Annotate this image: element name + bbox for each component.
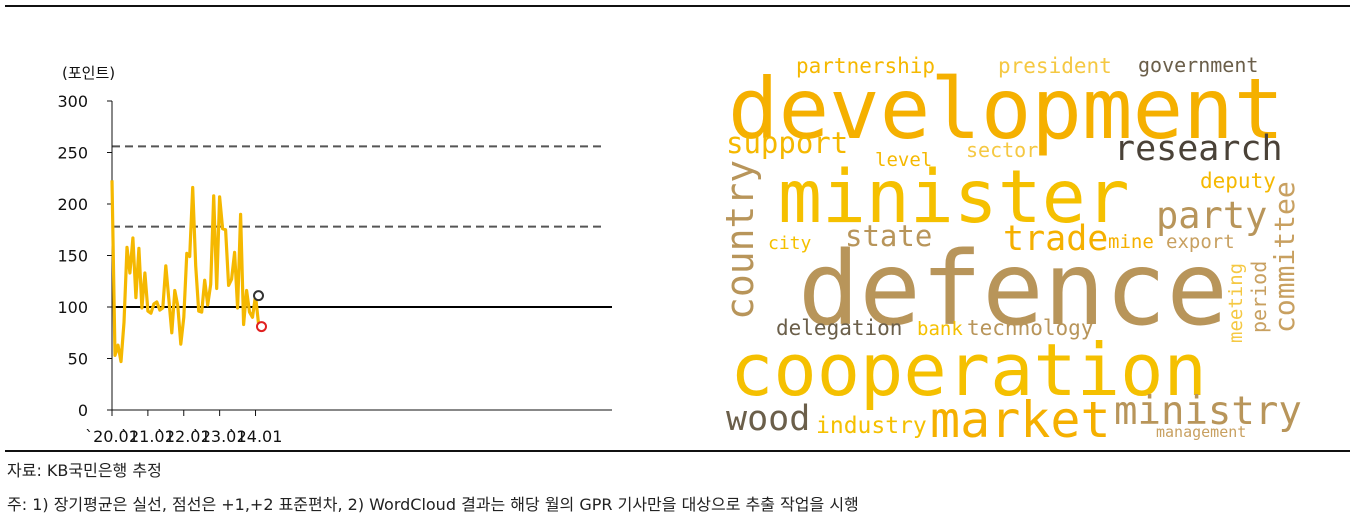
highlight-marker [253, 290, 265, 302]
word-sector: sector [966, 138, 1038, 162]
y-tick-label: 50 [68, 350, 88, 369]
y-tick-label: 150 [57, 247, 88, 266]
y-tick-label: 200 [57, 195, 88, 214]
word-cloud: partnership president governmentdevelopmen… [718, 53, 1302, 445]
word-ministry: ministry [1114, 389, 1302, 434]
top-rule [5, 5, 1350, 7]
word-state: state [845, 219, 932, 253]
word-delegation: delegation [776, 316, 902, 340]
word-minister: minister [778, 155, 1130, 240]
word-management: management [1156, 423, 1246, 441]
x-tick-label: `21.01 [121, 427, 175, 446]
word-partnership: partnership [796, 54, 935, 78]
word-trade: trade [1003, 219, 1108, 259]
x-tick-label: `24.01 [229, 427, 283, 446]
word-development: development [728, 60, 1284, 158]
y-unit-label: (포인트) [62, 64, 115, 82]
word-support: support [726, 126, 848, 160]
word-committee: committee [1268, 181, 1301, 333]
word-research: research [1114, 129, 1283, 169]
y-tick-label: 100 [57, 298, 88, 317]
word-president: president [998, 54, 1112, 78]
word-country: country [718, 160, 762, 320]
word-deputy: deputy [1200, 169, 1276, 193]
word-wood: wood [726, 399, 810, 439]
footnote-text: 주: 1) 장기평균은 실선, 점선은 +1,+2 표준편차, 2) WordC… [7, 495, 859, 514]
word-period: period [1247, 261, 1271, 333]
word-cooperation: cooperation [730, 328, 1207, 412]
x-tick-label: `20.01 [85, 427, 139, 446]
x-tick-label: `22.01 [157, 427, 211, 446]
marker-group [253, 290, 267, 333]
word-industry: industry [816, 413, 927, 439]
word-technology: technology [967, 316, 1093, 340]
word-export: export [1166, 231, 1235, 253]
word-party: party [1156, 194, 1267, 237]
word-bank: bank [917, 318, 963, 340]
y-tick-label: 0 [78, 401, 88, 420]
bottom-rule [5, 450, 1350, 452]
highlight-marker [256, 321, 267, 333]
word-city: city [768, 233, 812, 254]
source-text: 자료: KB국민은행 추정 [7, 461, 162, 480]
word-mine: mine [1108, 231, 1154, 253]
gpr-line-chart: (포인트) 0 50 100 150 200 250 300 `20.01`21.01`22.… [57, 64, 612, 446]
y-tick-label: 300 [57, 92, 88, 111]
gpr-series-line [110, 180, 261, 364]
x-tick-label: `23.01 [193, 427, 247, 446]
axes: 0 50 100 150 200 250 300 `20.01`21.01`22.01`23.… [57, 92, 612, 446]
word-defence: defence [798, 230, 1228, 349]
y-tick-label: 250 [57, 144, 88, 163]
word-market: market [930, 391, 1111, 445]
series-group [110, 180, 261, 364]
word-meeting: meeting [1225, 263, 1247, 343]
word-level: level [875, 149, 932, 171]
word-government: government [1138, 53, 1258, 77]
